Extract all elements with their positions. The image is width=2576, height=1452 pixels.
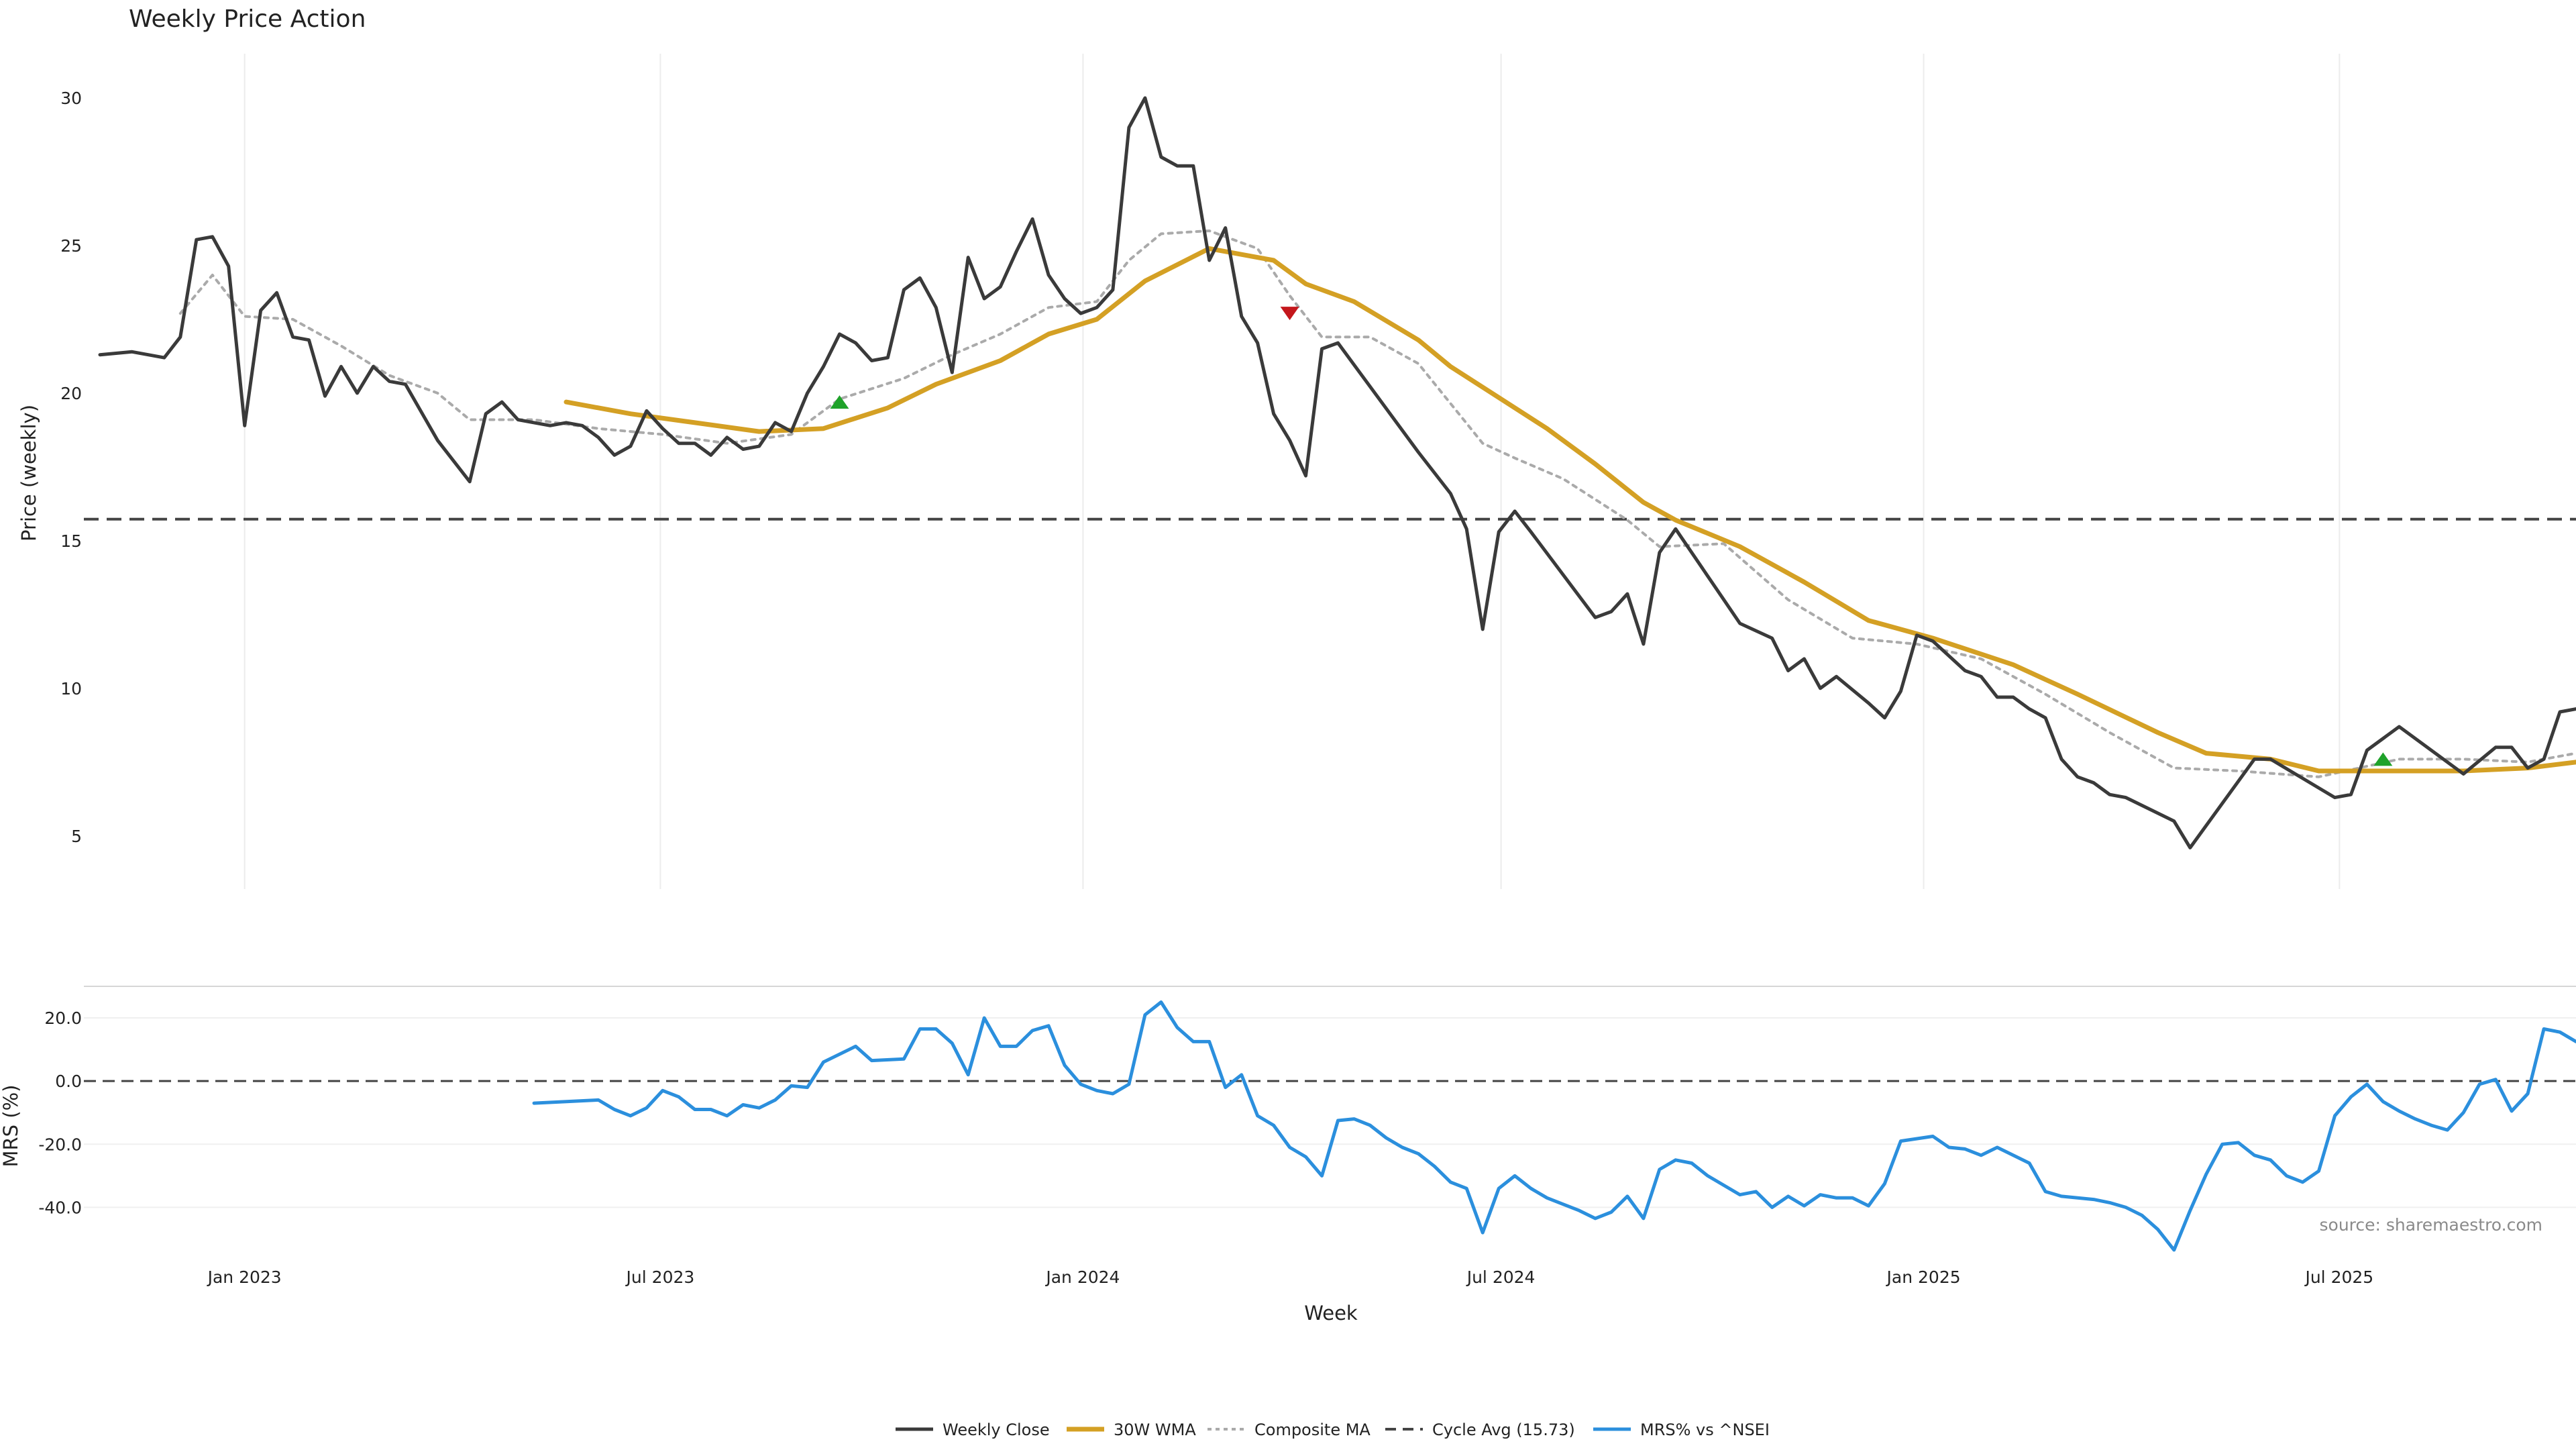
x-tick-label: Jul 2024 bbox=[1466, 1267, 1536, 1287]
buy-signal-marker bbox=[830, 395, 849, 409]
legend-label-cycle: Cycle Avg (15.73) bbox=[1432, 1420, 1575, 1439]
composite-ma-line bbox=[178, 229, 2576, 778]
weekly-close-line bbox=[98, 96, 2576, 849]
x-tick-label: Jan 2025 bbox=[1886, 1267, 1961, 1287]
mrs-y-tick-label: -20.0 bbox=[38, 1135, 82, 1154]
source-note: source: sharemaestro.com bbox=[2320, 1215, 2543, 1235]
mrs-y-tick-label: -40.0 bbox=[38, 1198, 82, 1217]
x-tick-label: Jan 2024 bbox=[1044, 1267, 1120, 1287]
price-y-tick-label: 30 bbox=[60, 89, 82, 108]
mrs-y-axis-title: MRS (%) bbox=[0, 1085, 22, 1168]
legend-label-mrs: MRS% vs ^NSEI bbox=[1640, 1420, 1770, 1439]
legend-label-wma: 30W WMA bbox=[1114, 1420, 1196, 1439]
mrs-y-tick-label: 0.0 bbox=[55, 1072, 82, 1091]
legend: Weekly Close 30W WMA Composite MA Cycle Avg… bbox=[896, 1420, 1770, 1439]
legend-label-close: Weekly Close bbox=[943, 1420, 1050, 1439]
buy-signal-marker bbox=[2373, 752, 2393, 766]
price-y-tick-label: 25 bbox=[60, 236, 82, 256]
price-y-tick-label: 10 bbox=[60, 679, 82, 698]
chart-title: Weekly Price Action bbox=[129, 5, 366, 33]
x-tick-label: Jul 2025 bbox=[2304, 1267, 2373, 1287]
x-tick-label: Jan 2023 bbox=[207, 1267, 282, 1287]
x-tick-label: Jul 2023 bbox=[625, 1267, 695, 1287]
x-axis-title: Week bbox=[1304, 1302, 1358, 1325]
legend-label-composite: Composite MA bbox=[1254, 1420, 1371, 1439]
wma-30w-line bbox=[564, 246, 2576, 774]
price-y-tick-label: 5 bbox=[71, 827, 82, 846]
mrs-line bbox=[532, 1000, 2576, 1252]
sell-signal-marker bbox=[1280, 307, 1299, 321]
price-y-tick-label: 20 bbox=[60, 384, 82, 403]
price-y-axis-title: Price (weekly) bbox=[17, 405, 40, 541]
mrs-y-tick-label: 20.0 bbox=[44, 1008, 82, 1028]
price-y-tick-label: 15 bbox=[60, 531, 82, 551]
